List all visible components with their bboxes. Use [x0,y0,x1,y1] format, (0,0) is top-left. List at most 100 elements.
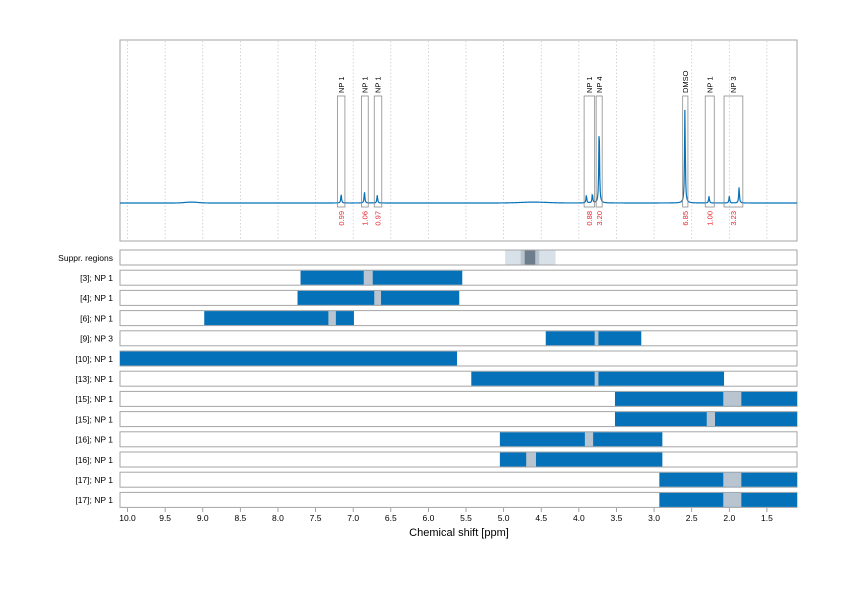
integral-label: NP 1 [360,76,369,93]
integral-box [704,95,715,208]
integral-region: NP 1 0.88 [583,76,596,226]
region-gap [594,371,599,386]
x-tick-label: 4.5 [535,513,547,523]
integral-value: 1.00 [705,211,714,226]
region-label: Suppr. regions [58,253,113,263]
region-row: [15]; NP 1 [75,390,798,407]
x-axis-label: Chemical shift [ppm] [409,527,509,539]
region-row: [3]; NP 1 [80,269,798,286]
x-tick-label: 6.0 [422,513,434,523]
region-label: [9]; NP 3 [80,334,113,344]
integral-value: 3.20 [595,211,604,226]
region-row-frame [119,330,798,347]
integral-value: 6.85 [681,211,690,226]
integral-box [373,95,383,208]
integral-label: NP 1 [374,76,383,93]
x-tick-label: 7.5 [310,513,322,523]
x-tick-label: 9.5 [159,513,171,523]
region-row: [16]; NP 1 [75,451,798,468]
region-bar [204,311,354,326]
spectrum-panel: NP 1 0.99 NP 1 1.06 NP 1 0.97 NP 1 0.88 NP 4 3.20… [119,39,798,242]
integral-region: NP 3 3.23 [723,76,744,226]
region-gap [526,452,536,467]
integral-region: NP 1 0.99 [337,76,346,225]
integral-region: NP 1 1.06 [360,76,369,225]
region-gap [723,492,742,507]
integral-value: 1.06 [360,211,369,226]
integral-box [595,95,603,208]
x-tick-label: 2.0 [723,513,735,523]
region-gap [363,270,373,285]
spectrum-line [120,109,797,204]
spectrum-frame [119,39,798,242]
region-gap [594,331,599,346]
region-bar [614,412,797,427]
region-row: [10]; NP 1 [75,350,798,367]
region-label: [13]; NP 1 [75,374,113,384]
x-tick-label: 7.0 [347,513,359,523]
x-axis: 10.0 9.5 9.0 8.5 8.0 7.5 7.0 6.5 6.0 5.5 5.0 4.5 4.0… [119,508,773,523]
region-row: [16]; NP 1 [75,431,798,448]
x-tick-label: 2.5 [686,513,698,523]
x-tick-label: 10.0 [119,513,136,523]
region-gap [723,391,742,406]
region-label: [16]; NP 1 [75,435,113,445]
region-label: [15]; NP 1 [75,394,113,404]
region-row-frame [119,249,798,266]
region-label: [6]; NP 1 [80,313,113,323]
integral-value: 0.99 [337,211,346,226]
region-bar [499,452,663,467]
region-label: [3]; NP 1 [80,273,113,283]
regions-panel: Suppr. regions [3]; NP 1 [4]; NP 1 [6]; NP … [58,249,798,508]
integral-box [361,95,369,208]
region-bar [499,432,663,447]
integral-value: 0.88 [585,211,594,226]
x-tick-label: 4.0 [573,513,585,523]
region-gap [328,311,336,326]
region-label: [17]; NP 1 [75,475,113,485]
region-row: [4]; NP 1 [80,289,798,306]
region-label: [15]; NP 1 [75,414,113,424]
region-label: [17]; NP 1 [75,495,113,505]
integral-box [682,95,689,208]
integral-box [336,95,346,208]
region-label: [10]; NP 1 [75,354,113,364]
integral-value: 3.23 [729,211,738,226]
region-row: [6]; NP 1 [80,310,798,327]
x-tick-label: 8.0 [272,513,284,523]
region-row-frame [119,451,798,468]
integral-label: DMSO [681,70,690,93]
region-row: Suppr. regions [58,249,798,266]
integral-label: NP 1 [337,76,346,93]
integral-label: NP 3 [729,76,738,93]
region-row: [13]; NP 1 [75,370,798,387]
integral-label: NP 1 [585,76,594,93]
integral-region: NP 4 3.20 [595,76,604,225]
x-tick-label: 5.5 [460,513,472,523]
x-tick-label: 9.0 [197,513,209,523]
integral-region: NP 1 0.97 [374,76,383,225]
region-gap [723,472,742,487]
integral-region: DMSO 6.85 [681,70,690,225]
x-tick-label: 3.0 [648,513,660,523]
region-bar [545,331,642,346]
integral-label: NP 1 [705,76,714,93]
integral-region: NP 1 1.00 [704,76,715,226]
region-gap [374,290,382,305]
region-row: [17]; NP 1 [75,491,798,508]
region-label: [16]; NP 1 [75,455,113,465]
region-bar [614,391,797,406]
integral-box [723,95,744,208]
x-tick-label: 5.0 [498,513,510,523]
x-tick-label: 3.5 [611,513,623,523]
region-bar [300,270,463,285]
region-row-frame [119,431,798,448]
x-tick-label: 6.5 [385,513,397,523]
integral-box [583,95,596,208]
region-row: [9]; NP 3 [80,330,798,347]
x-tick-label: 8.5 [234,513,246,523]
region-label: [4]; NP 1 [80,293,113,303]
x-tick-label: 1.5 [761,513,773,523]
integral-label: NP 4 [595,76,604,93]
